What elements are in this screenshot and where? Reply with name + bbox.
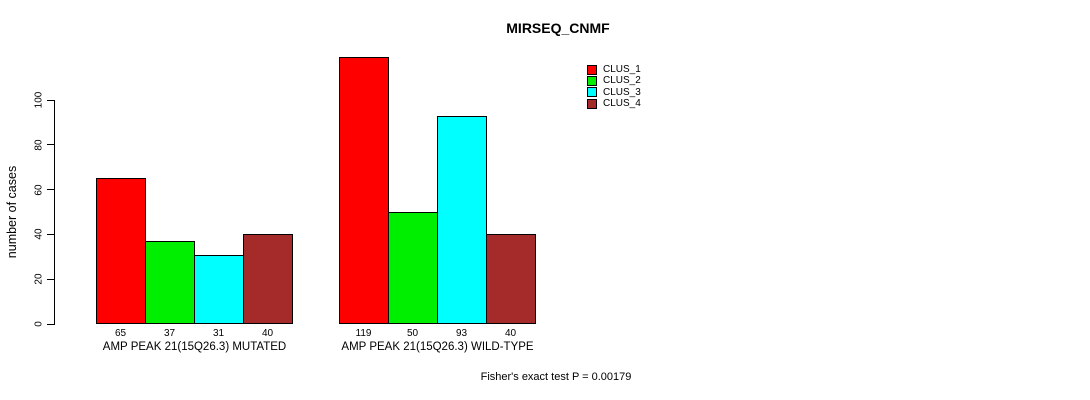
y-axis-tick-label: 80 xyxy=(33,139,45,151)
legend-swatch-icon xyxy=(587,64,597,75)
bar-value-label: 31 xyxy=(212,328,225,339)
legend-row-clus_3: CLUS_3 xyxy=(587,87,641,98)
legend-row-clus_2: CLUS_2 xyxy=(587,75,641,86)
x-category-label: AMP PEAK 21(15Q26.3) WILD-TYPE xyxy=(341,341,534,353)
fisher-test-note: Fisher's exact test P = 0.00179 xyxy=(480,371,632,383)
legend: CLUS_1 CLUS_2 CLUS_3 CLUS_4 xyxy=(587,64,641,109)
bar-clus_1-group1 xyxy=(96,178,146,324)
bar-clus_4-group2 xyxy=(486,234,536,324)
bar-value-label: 37 xyxy=(163,328,176,339)
legend-label: CLUS_3 xyxy=(603,86,641,98)
legend-swatch-icon xyxy=(587,75,597,86)
legend-row-clus_4: CLUS_4 xyxy=(587,98,641,109)
bar-clus_3-group2 xyxy=(437,115,487,324)
y-axis-tick-label: 40 xyxy=(33,228,45,240)
y-axis-line xyxy=(54,100,55,325)
bar-value-label: 93 xyxy=(455,328,468,339)
y-axis-tick-label: 0 xyxy=(33,321,45,327)
y-axis-tick xyxy=(47,233,55,235)
legend-label: CLUS_2 xyxy=(603,75,641,87)
legend-label: CLUS_4 xyxy=(603,98,641,110)
bar-clus_2-group2 xyxy=(388,212,438,324)
y-axis-tick-label: 100 xyxy=(33,91,45,109)
bar-value-label: 119 xyxy=(355,328,372,339)
bar-value-label: 40 xyxy=(504,328,517,339)
y-axis-tick-label: 60 xyxy=(33,184,45,196)
y-axis-tick-label: 20 xyxy=(33,273,45,285)
y-axis-tick xyxy=(47,189,55,191)
legend-swatch-icon xyxy=(587,87,597,98)
bar-clus_1-group2 xyxy=(339,57,389,324)
y-axis-tick xyxy=(47,278,55,280)
bar-value-label: 50 xyxy=(406,328,419,339)
bar-clus_4-group1 xyxy=(243,234,293,324)
y-axis-tick xyxy=(47,99,55,101)
y-axis-tick xyxy=(47,144,55,146)
chart-title: MIRSEQ_CNMF xyxy=(506,20,610,36)
y-axis-title: number of cases xyxy=(5,165,19,259)
y-axis-tick xyxy=(47,323,55,325)
bar-value-label: 65 xyxy=(114,328,127,339)
bar-value-label: 40 xyxy=(261,328,274,339)
bar-clus_2-group1 xyxy=(145,241,195,324)
legend-swatch-icon xyxy=(587,98,597,109)
bar-clus_3-group1 xyxy=(194,254,244,324)
x-category-label: AMP PEAK 21(15Q26.3) MUTATED xyxy=(102,341,287,353)
legend-row-clus_1: CLUS_1 xyxy=(587,64,641,75)
legend-label: CLUS_1 xyxy=(603,64,641,76)
